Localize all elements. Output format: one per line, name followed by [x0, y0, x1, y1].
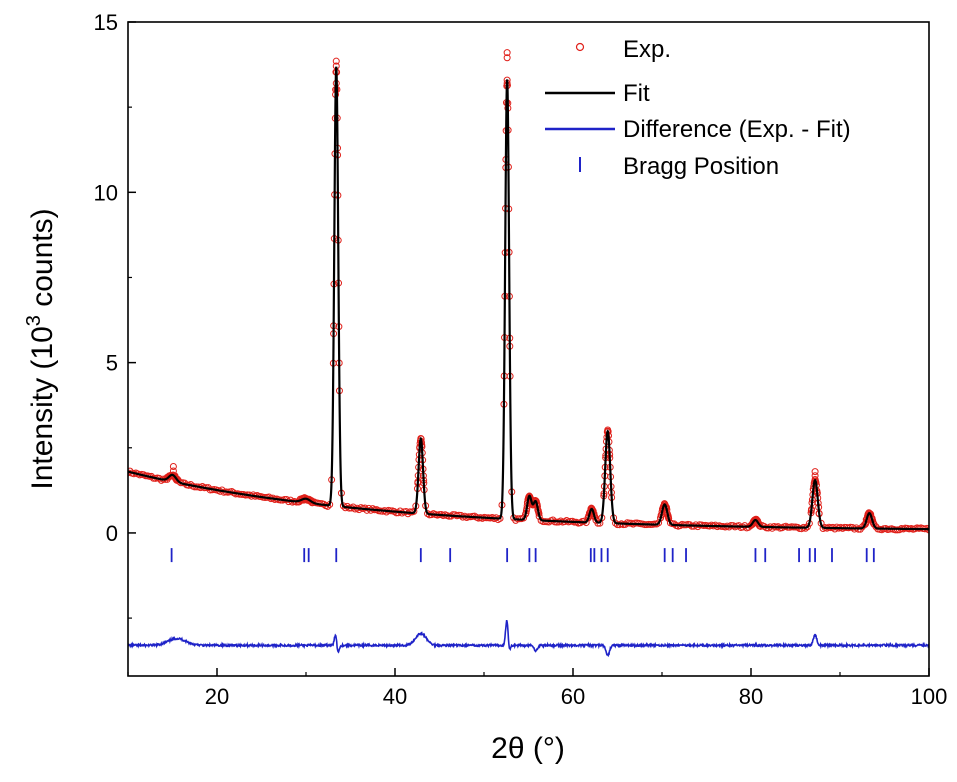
legend: Exp. Fit Difference (Exp. - Fit) Bragg Posi… [545, 36, 851, 180]
exp-point [169, 463, 177, 471]
y-tick-label: 0 [106, 521, 118, 546]
fit-line [128, 66, 929, 531]
x-tick-label: 20 [205, 684, 229, 709]
exp-point [811, 468, 819, 476]
legend-item: Bragg Position [579, 153, 779, 180]
difference-line [128, 619, 929, 658]
plot-frame [127, 21, 930, 677]
legend-label: Bragg Position [623, 153, 779, 180]
legend-label: Difference (Exp. - Fit) [623, 116, 851, 143]
exp-point [503, 54, 511, 62]
bragg-positions [170, 548, 875, 563]
x-tick-label: 100 [911, 684, 948, 709]
legend-label: Fit [623, 80, 650, 107]
y-tick-label: 15 [94, 10, 118, 35]
x-tick-label: 40 [383, 684, 407, 709]
x-tick-label: 80 [739, 684, 763, 709]
legend-marker-exp [575, 42, 585, 52]
exp-point [332, 57, 340, 65]
legend-item: Exp. [575, 36, 671, 63]
legend-item: Difference (Exp. - Fit) [545, 116, 851, 143]
y-axis-label: Intensity (103 counts) [23, 208, 59, 489]
exp-point [169, 467, 177, 475]
legend-item: Fit [545, 80, 650, 107]
y-tick-label: 10 [94, 180, 118, 205]
x-axis-label: 2θ (°) [491, 732, 565, 765]
exp-point [594, 519, 602, 527]
x-tick-label: 60 [561, 684, 585, 709]
exp-point [173, 475, 181, 483]
y-tick-label: 5 [106, 351, 118, 376]
exp-point [174, 476, 182, 484]
exp-point [324, 502, 332, 510]
exp-point [503, 49, 511, 57]
legend-label: Exp. [623, 36, 671, 63]
exp-point [811, 472, 819, 480]
